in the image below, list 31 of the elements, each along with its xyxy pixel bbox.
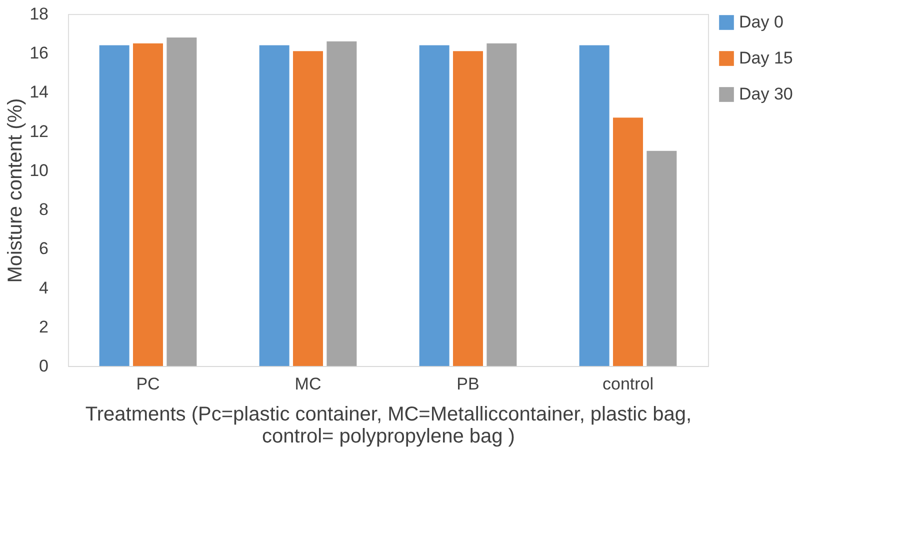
legend-label: Day 30 bbox=[739, 84, 793, 104]
y-tick-label: 8 bbox=[39, 200, 48, 220]
y-tick-label: 12 bbox=[30, 122, 48, 141]
bar bbox=[419, 45, 450, 366]
bar bbox=[166, 37, 197, 366]
bar bbox=[646, 150, 677, 366]
y-tick-label: 16 bbox=[30, 44, 48, 63]
bar bbox=[486, 43, 517, 366]
legend-label: Day 0 bbox=[739, 12, 784, 32]
x-tick-label: PB bbox=[456, 374, 480, 394]
bar bbox=[133, 43, 163, 366]
y-tick-label: 4 bbox=[39, 278, 48, 298]
y-tick-label: 18 bbox=[30, 4, 48, 24]
bar bbox=[613, 118, 643, 366]
y-tick-label: 0 bbox=[39, 356, 48, 376]
y-axis-title: Moisture content (%) bbox=[4, 98, 27, 283]
bar bbox=[99, 45, 130, 366]
bar bbox=[579, 45, 610, 366]
bar bbox=[453, 51, 483, 366]
x-tick-label: PC bbox=[136, 374, 160, 394]
x-axis-title: Treatments (Pc=plastic container, MC=Metalliccontainer, plastic bag, control= polypropylene bag ) bbox=[85, 404, 692, 448]
y-tick-label: 10 bbox=[30, 160, 48, 180]
bar bbox=[293, 51, 323, 366]
y-tick-label: 2 bbox=[39, 317, 48, 336]
bar bbox=[259, 45, 290, 366]
y-tick-label: 6 bbox=[39, 239, 48, 258]
y-tick-label: 14 bbox=[30, 82, 48, 102]
legend-label: Day 15 bbox=[739, 48, 793, 68]
bar bbox=[326, 41, 357, 366]
x-tick-label: MC bbox=[294, 374, 322, 394]
x-tick-label: control bbox=[602, 374, 654, 394]
